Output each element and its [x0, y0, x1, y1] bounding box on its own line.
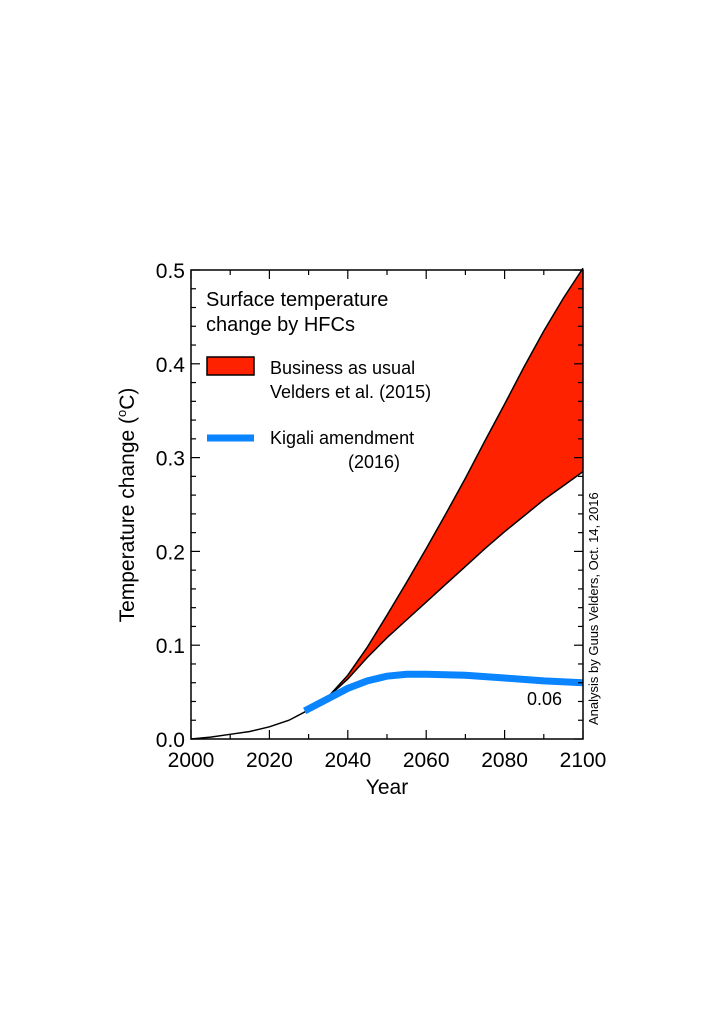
- y-tick-label: 0.5: [156, 260, 185, 283]
- x-axis-label: Year: [366, 776, 408, 799]
- chart-title-line-1: Surface temperature: [206, 289, 388, 311]
- x-tick-label: 2060: [403, 749, 450, 772]
- bau-lower-line: [327, 471, 584, 698]
- x-tick-label: 2080: [481, 749, 528, 772]
- annotation-credit: Analysis by Guus Velders, Oct. 14, 2016: [586, 492, 601, 725]
- legend-swatch-business-as-usual: [206, 356, 255, 376]
- historical-line: [190, 696, 329, 740]
- bau-range-area: [328, 268, 583, 697]
- chart-title-line-2: change by HFCs: [206, 314, 355, 336]
- legend-label-bau-line-2: Velders et al. (2015): [270, 382, 431, 402]
- x-tick-label: 2020: [246, 749, 293, 772]
- y-tick-label: 0.1: [156, 635, 185, 658]
- y-axis-label-text: Temperature change (: [116, 417, 139, 622]
- plot-marks: [190, 267, 584, 740]
- x-tick-label: 2100: [560, 749, 607, 772]
- y-tick-label: 0.0: [156, 729, 185, 752]
- bau-upper-line: [327, 267, 584, 698]
- legend-label-kigali-line-2: (2016): [348, 452, 400, 472]
- y-tick-label: 0.2: [156, 541, 185, 564]
- legend-label-bau-line-1: Business as usual: [270, 358, 415, 378]
- y-axis-label: Temperature change (oC): [114, 388, 139, 623]
- x-tick-label: 2000: [168, 749, 215, 772]
- annotation-end-value: 0.06: [527, 689, 562, 709]
- y-tick-label: 0.4: [156, 354, 186, 377]
- axis-ticks: 2000 2020 2040 2060 2080 2100 0.0 0.1 0.2 0.3 0.4 0…: [156, 260, 607, 772]
- y-axis-label-degree: o: [114, 410, 129, 417]
- kigali-line: [303, 670, 584, 714]
- y-tick-label: 0.3: [156, 448, 185, 471]
- x-tick-label: 2040: [324, 749, 371, 772]
- y-axis-label-unit: C): [116, 388, 139, 410]
- legend-label-kigali-line-1: Kigali amendment: [270, 428, 414, 448]
